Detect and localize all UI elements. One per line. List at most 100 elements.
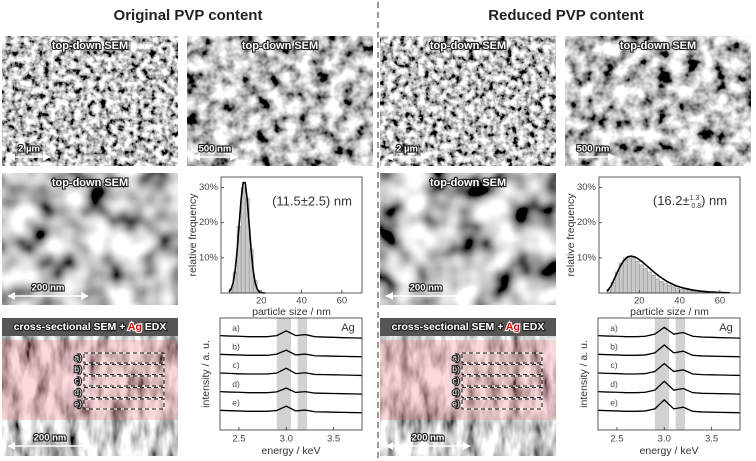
- sem-label: top-down SEM: [52, 177, 128, 189]
- frame: [597, 317, 741, 431]
- bar: [659, 281, 664, 294]
- bar: [630, 257, 636, 294]
- scale-label: 200 nm: [412, 433, 445, 444]
- cross-label-part: cross-sectional SEM +: [14, 321, 128, 333]
- bar: [675, 287, 680, 294]
- x-axis-label: particle size / nm: [630, 306, 709, 318]
- sem-image: [380, 36, 556, 166]
- spectrum: [219, 387, 363, 395]
- x-tick-label: 3.0: [280, 434, 293, 445]
- region-label: c): [74, 375, 81, 385]
- element-label: Ag: [719, 322, 732, 334]
- sem-label: top-down SEM: [430, 177, 506, 189]
- energy-band: [675, 318, 686, 430]
- bar: [655, 278, 660, 294]
- cross-label-part: cross-sectional SEM +: [392, 321, 506, 333]
- x-tick-label: 20: [256, 296, 267, 307]
- scale-label: 500 nm: [199, 144, 232, 155]
- x-tick-label: 60: [337, 296, 348, 307]
- sem-label: top-down SEM: [620, 40, 696, 52]
- y-tick-label: 10%: [577, 252, 597, 263]
- energy-band: [654, 318, 669, 430]
- series-label: a): [610, 323, 618, 333]
- edx-region-dash: [461, 387, 543, 398]
- cross-label-part: EDX: [142, 321, 167, 333]
- cross-label-part: Ag: [506, 321, 520, 333]
- label-band: [380, 318, 556, 336]
- element-label: Ag: [341, 322, 354, 334]
- bar: [663, 283, 668, 294]
- energy-band: [297, 318, 308, 430]
- region-label: d): [74, 387, 82, 397]
- y-tick-label: 30%: [199, 182, 219, 193]
- spectrum: [597, 326, 741, 339]
- series-label: c): [232, 360, 239, 370]
- bar: [651, 275, 656, 294]
- edx-region-dash: [461, 398, 543, 410]
- spectrum: [597, 399, 741, 414]
- y-axis-label: intensity / a. u.: [200, 340, 212, 408]
- cross-label-part: EDX: [520, 321, 545, 333]
- panel-title: Original PVP content: [114, 7, 263, 24]
- x-tick-label: 2.5: [610, 434, 623, 445]
- region-label: b): [452, 364, 460, 374]
- edx-region-dash: [83, 364, 165, 375]
- scale-label: 200 nm: [34, 433, 67, 444]
- region-label: e): [74, 398, 82, 408]
- y-axis-label: relative frequency: [565, 193, 577, 277]
- bar: [683, 289, 688, 294]
- annotation-part: ) nm: [701, 193, 727, 208]
- sem-image: [2, 173, 178, 305]
- spectrum: [597, 362, 741, 377]
- bar: [635, 261, 640, 294]
- bar: [240, 187, 246, 294]
- region-label: a): [452, 352, 460, 362]
- spectrum: [219, 367, 363, 377]
- scale-label: 200 nm: [410, 283, 443, 294]
- edx-region-dash: [83, 352, 165, 364]
- region-label: c): [452, 375, 459, 385]
- x-tick-label: 20: [634, 296, 645, 307]
- scale-label: 200 nm: [32, 283, 65, 294]
- fit-curve: [606, 255, 730, 294]
- x-axis-label: energy / keV: [262, 445, 321, 457]
- sem-image: [187, 36, 373, 166]
- sem-label: top-down SEM: [430, 40, 506, 52]
- series-label: a): [232, 323, 240, 333]
- edx-overlay: [2, 340, 178, 420]
- x-tick-label: 40: [674, 296, 685, 307]
- region-label: a): [74, 352, 82, 362]
- sem-label: top-down SEM: [242, 40, 318, 52]
- x-tick-label: 60: [715, 296, 726, 307]
- energy-band: [276, 318, 291, 430]
- sem-image: [2, 36, 178, 166]
- x-axis-label: particle size / nm: [252, 306, 331, 318]
- bar: [679, 288, 684, 294]
- label-band: [2, 318, 178, 336]
- panel-title: Reduced PVP content: [488, 7, 644, 24]
- y-tick-label: 20%: [199, 217, 219, 228]
- x-tick-label: 3.5: [327, 434, 340, 445]
- series-label: d): [610, 379, 618, 389]
- bar: [671, 286, 676, 294]
- spectrum: [219, 349, 363, 358]
- annotation: (11.5±2.5) nm: [272, 193, 352, 208]
- cross-label: cross-sectional SEM + Ag EDX: [392, 321, 545, 333]
- bar: [622, 257, 628, 294]
- frame: [219, 317, 363, 431]
- spectrum: [219, 330, 363, 339]
- sem-image: [565, 36, 751, 166]
- y-axis-label: relative frequency: [187, 193, 199, 277]
- spectrum: [597, 344, 741, 358]
- edx-region-dash: [461, 364, 543, 375]
- spectrum: [597, 380, 741, 395]
- edx-region-dash: [461, 352, 543, 364]
- edx-region-dash: [83, 375, 165, 387]
- bar: [667, 285, 672, 294]
- region-label: b): [74, 364, 82, 374]
- edx-region-dash: [461, 375, 543, 387]
- series-label: d): [232, 379, 240, 389]
- scale-label: 500 nm: [577, 144, 610, 155]
